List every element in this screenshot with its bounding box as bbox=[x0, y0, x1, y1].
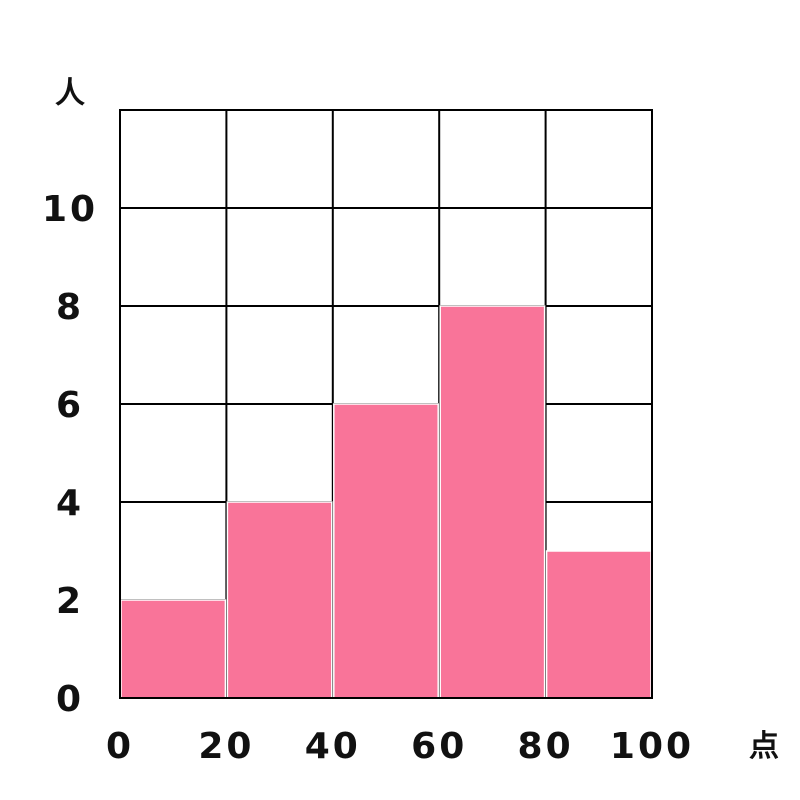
y-axis-unit: 人 bbox=[55, 76, 85, 111]
plot-border bbox=[119, 109, 653, 699]
bar-40-60 bbox=[333, 403, 439, 699]
bar-60-80 bbox=[439, 305, 546, 699]
x-tick-label: 20 bbox=[198, 726, 254, 767]
x-tick-label: 100 bbox=[610, 726, 694, 767]
x-tick-label: 0 bbox=[106, 726, 134, 767]
x-tick-label: 60 bbox=[411, 726, 467, 767]
y-tick-label: 0 bbox=[56, 679, 84, 720]
y-tick-label: 6 bbox=[56, 385, 84, 426]
y-axis-ticks: 0 2 4 6 8 10 bbox=[42, 189, 98, 720]
x-axis-unit: 点 bbox=[749, 729, 779, 764]
x-tick-label: 40 bbox=[305, 726, 361, 767]
x-tick-label: 80 bbox=[518, 726, 574, 767]
y-tick-label: 4 bbox=[56, 483, 84, 524]
bar-0-20 bbox=[120, 599, 227, 699]
x-axis-ticks: 0 20 40 60 80 100 bbox=[106, 726, 694, 767]
bar-80-100 bbox=[545, 550, 652, 699]
plot-frame bbox=[119, 109, 653, 699]
y-tick-label: 10 bbox=[42, 189, 98, 230]
y-tick-label: 8 bbox=[56, 287, 84, 328]
y-tick-label: 2 bbox=[56, 581, 84, 622]
bar-20-40 bbox=[226, 501, 333, 699]
bars bbox=[120, 305, 652, 699]
